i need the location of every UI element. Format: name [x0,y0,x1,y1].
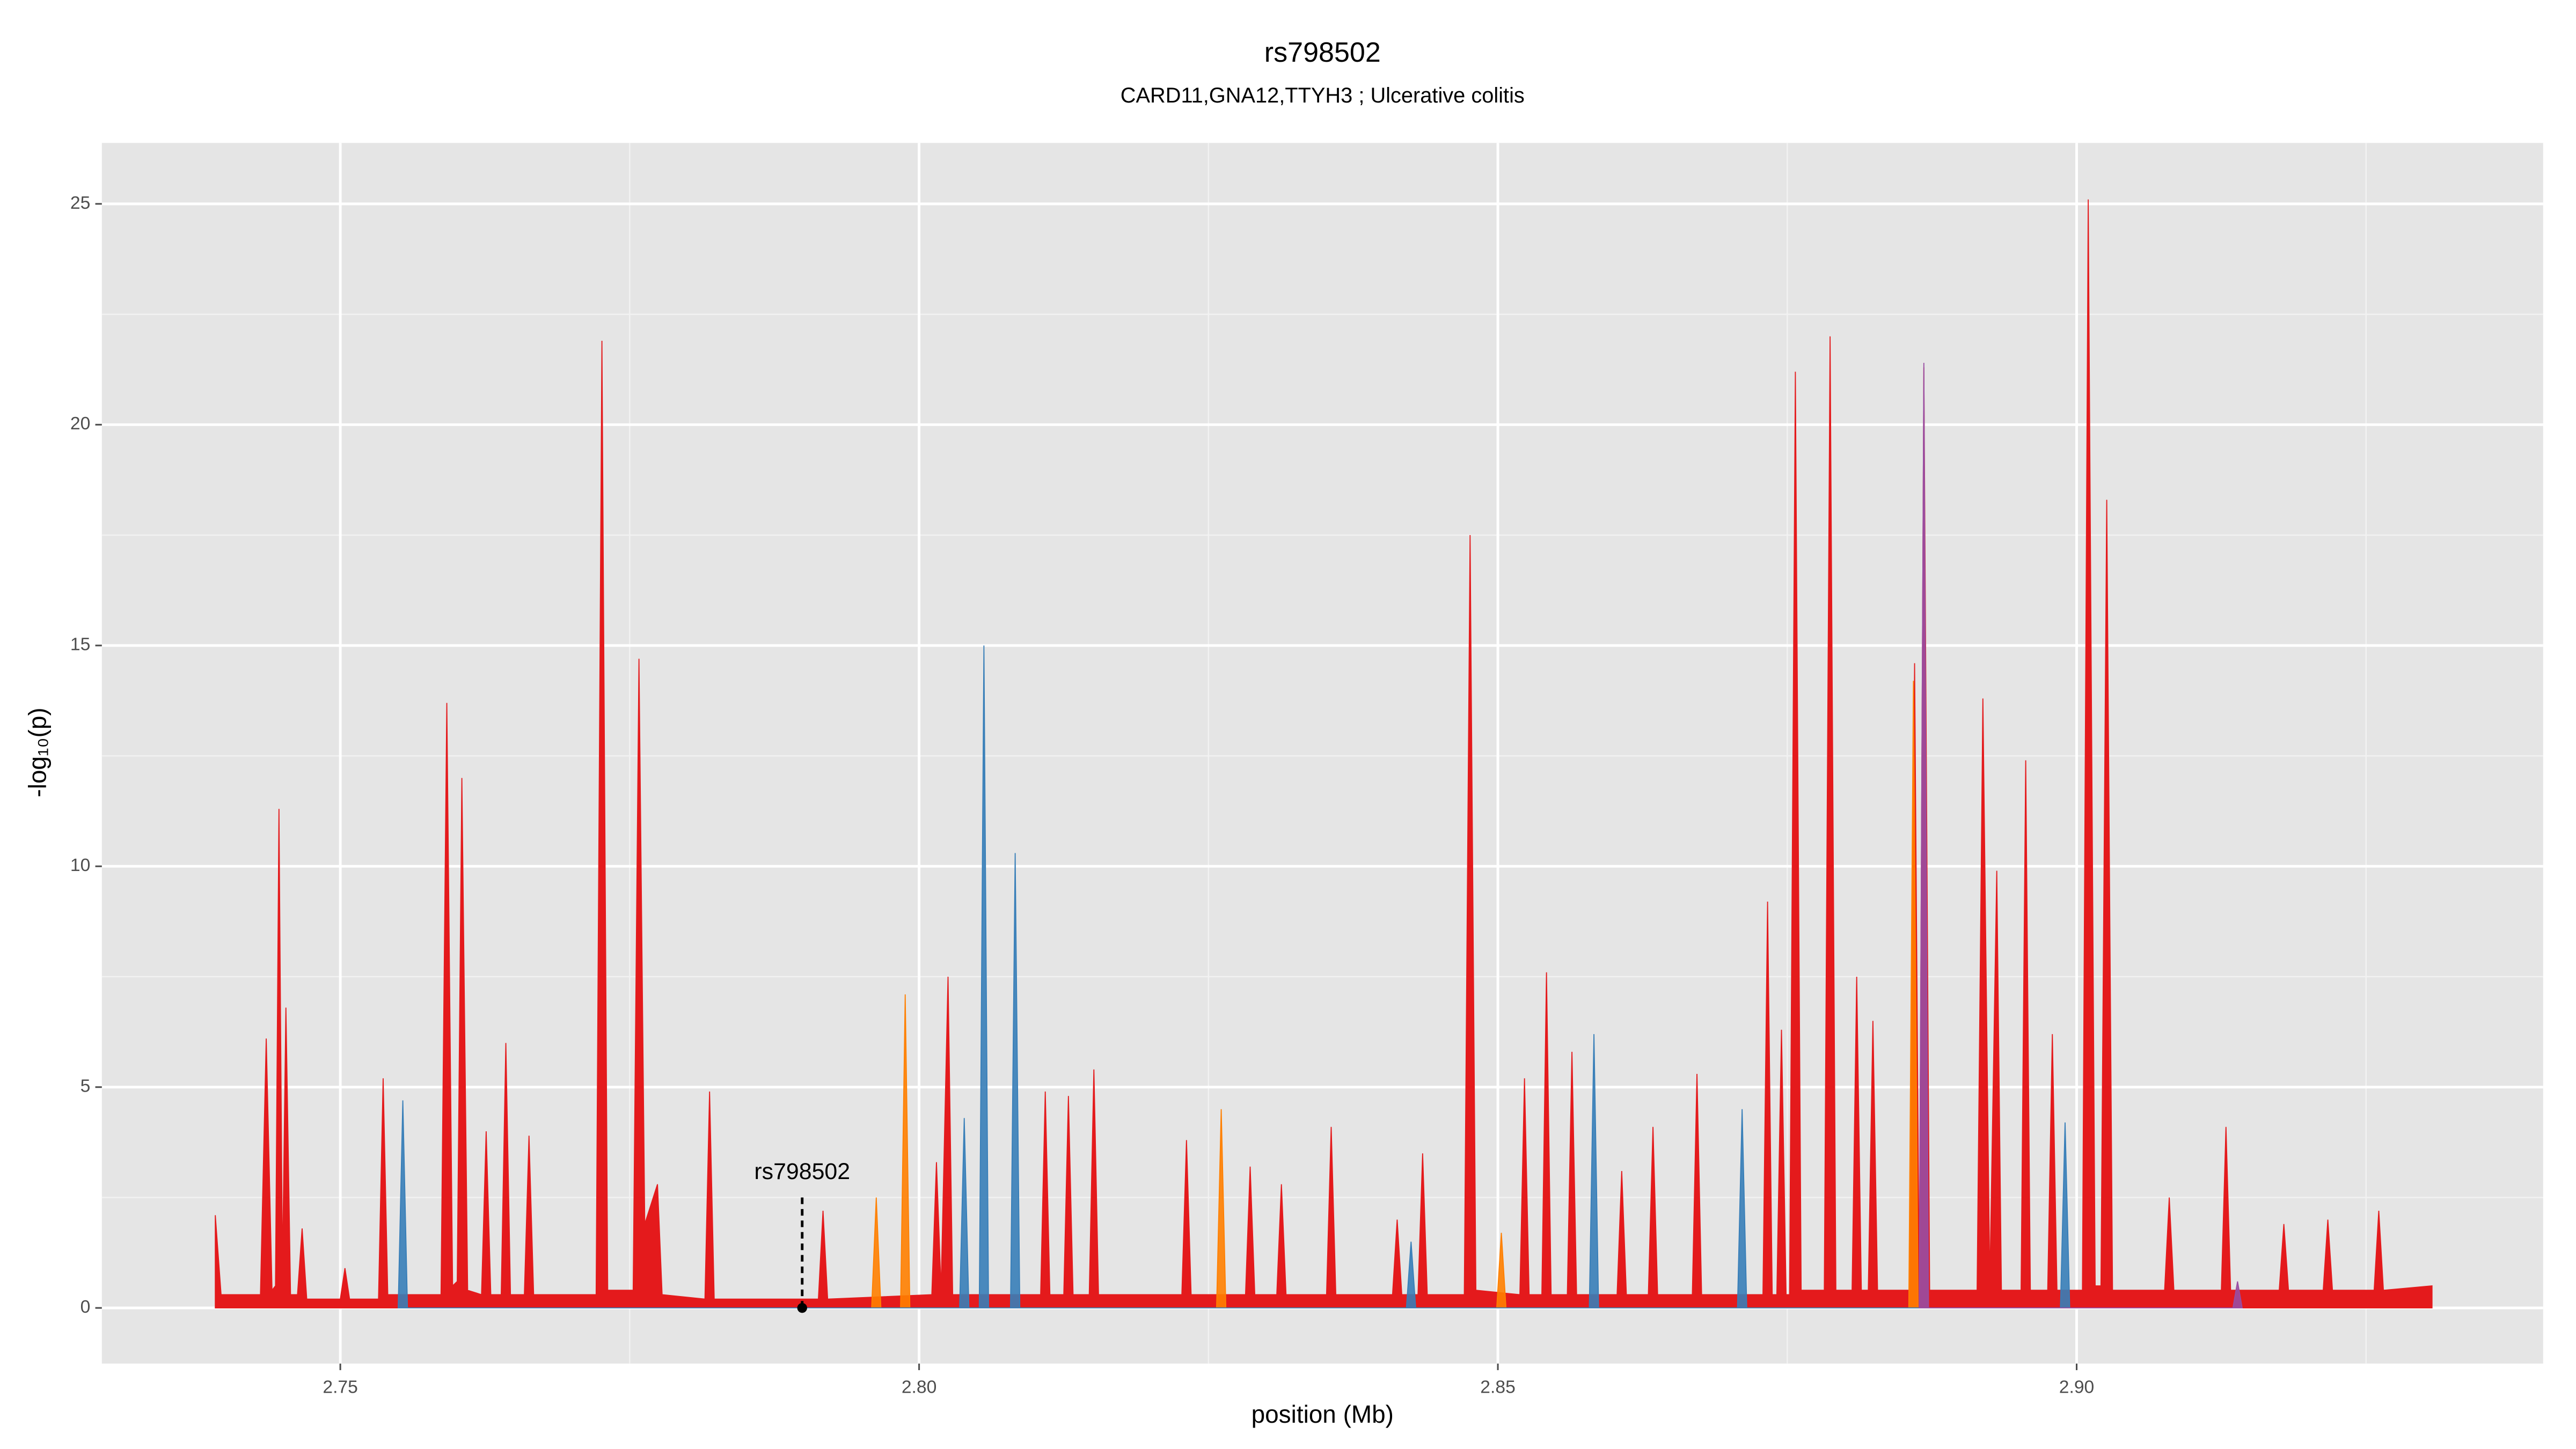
plot-panel [101,143,2543,1364]
y-tick-label: 25 [70,193,90,213]
annotation-point [797,1302,807,1313]
y-tick-label: 0 [80,1297,91,1317]
chart-title: rs798502 [1264,37,1381,68]
area-purple [1919,363,2243,1309]
marks: rs798502 [215,199,2433,1313]
x-tick-label: 2.80 [902,1378,937,1397]
x-tick-label: 2.90 [2059,1378,2095,1397]
annotation-label: rs798502 [754,1159,850,1184]
y-tick-label: 5 [80,1077,91,1096]
x-tick-label: 2.75 [323,1378,358,1397]
y-tick-label: 20 [70,414,90,434]
x-axis-title: position (Mb) [1252,1400,1394,1428]
area-blue [398,645,2070,1309]
y-tick-label: 10 [70,855,90,875]
area-red [215,199,2433,1309]
axes: 0 5 10 15 20 25 2.75 2.80 2.85 2.90 [70,193,2094,1397]
chart-subtitle: CARD11,GNA12,TTYH3 ; Ulcerative colitis [1121,84,1525,107]
y-axis-title: -log₁₀(p) [24,707,52,797]
x-tick-label: 2.85 [1480,1378,1516,1397]
y-tick-label: 15 [70,635,90,655]
